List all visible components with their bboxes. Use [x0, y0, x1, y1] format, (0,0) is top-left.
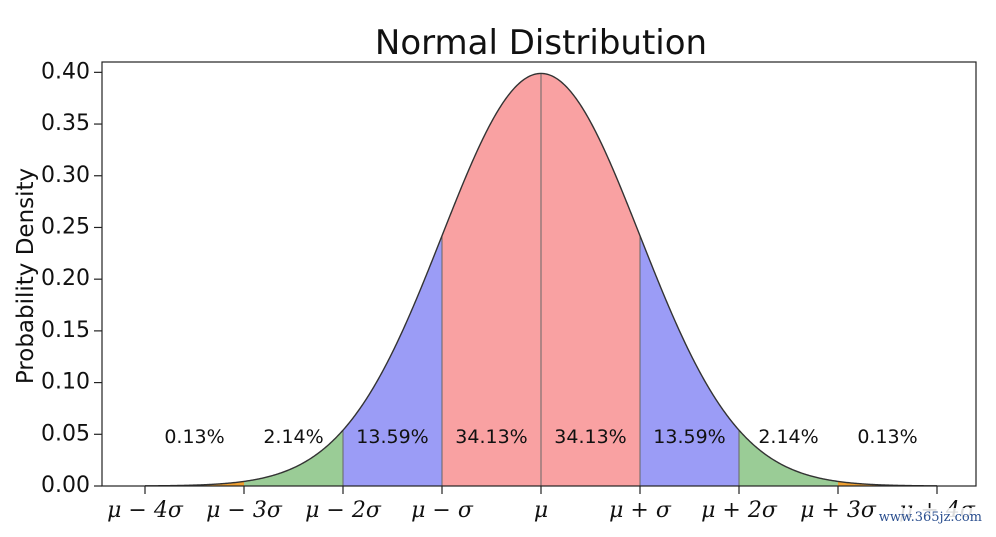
x-tick-label-7: μ + 3σ — [800, 498, 877, 523]
percent-label-7: 2.14% — [758, 426, 818, 448]
region-4 — [442, 73, 541, 486]
x-tick-label-0: μ − 4σ — [107, 498, 184, 523]
y-tick-label-1: 0.05 — [41, 421, 90, 446]
y-tick-label-8: 0.40 — [41, 59, 90, 84]
x-tick-label-5: μ + σ — [609, 498, 672, 523]
y-tick-label-0: 0.00 — [41, 473, 90, 498]
region-8 — [838, 481, 937, 486]
percent-labels: 0.13% 2.14% 13.59% 34.13% 34.13% 13.59% 2.14% 0… — [164, 426, 917, 448]
percent-label-5: 34.13% — [554, 426, 626, 448]
watermark-text: www.365jz.com — [872, 508, 988, 528]
y-axis-ticks: 0.00 0.05 0.10 0.15 0.20 0.25 0.30 0.35 0.40 — [41, 59, 102, 498]
y-tick-label-2: 0.10 — [41, 370, 90, 395]
percent-label-8: 0.13% — [857, 426, 917, 448]
y-tick-label-3: 0.15 — [41, 318, 90, 343]
x-tick-label-3: μ − σ — [411, 498, 474, 523]
region-5 — [541, 73, 640, 486]
region-2 — [244, 430, 343, 486]
region-7 — [739, 430, 838, 486]
region-1 — [145, 481, 244, 486]
x-tick-label-1: μ − 3σ — [206, 498, 283, 523]
percent-label-4: 34.13% — [455, 426, 527, 448]
density-curve — [145, 72, 937, 487]
percent-label-2: 2.14% — [263, 426, 323, 448]
percent-label-6: 13.59% — [653, 426, 725, 448]
y-axis-label: Probability Density — [13, 168, 39, 384]
x-tick-label-2: μ − 2σ — [305, 498, 382, 523]
y-tick-label-4: 0.20 — [41, 266, 90, 291]
y-tick-label-7: 0.35 — [41, 111, 90, 136]
y-tick-label-5: 0.25 — [41, 214, 90, 239]
percent-label-1: 0.13% — [164, 426, 224, 448]
plot-frame — [101, 61, 977, 487]
x-axis-ticks: μ − 4σ μ − 3σ μ − 2σ μ − σ μ μ + σ μ + 2σ μ + 3… — [107, 486, 976, 523]
y-tick-label-6: 0.30 — [41, 163, 90, 188]
percent-label-3: 13.59% — [356, 426, 428, 448]
x-tick-label-4: μ — [534, 498, 548, 523]
sigma-divider-lines — [342, 73, 740, 486]
chart-title: Normal Distribution — [375, 23, 707, 63]
x-tick-label-6: μ + 2σ — [701, 498, 778, 523]
